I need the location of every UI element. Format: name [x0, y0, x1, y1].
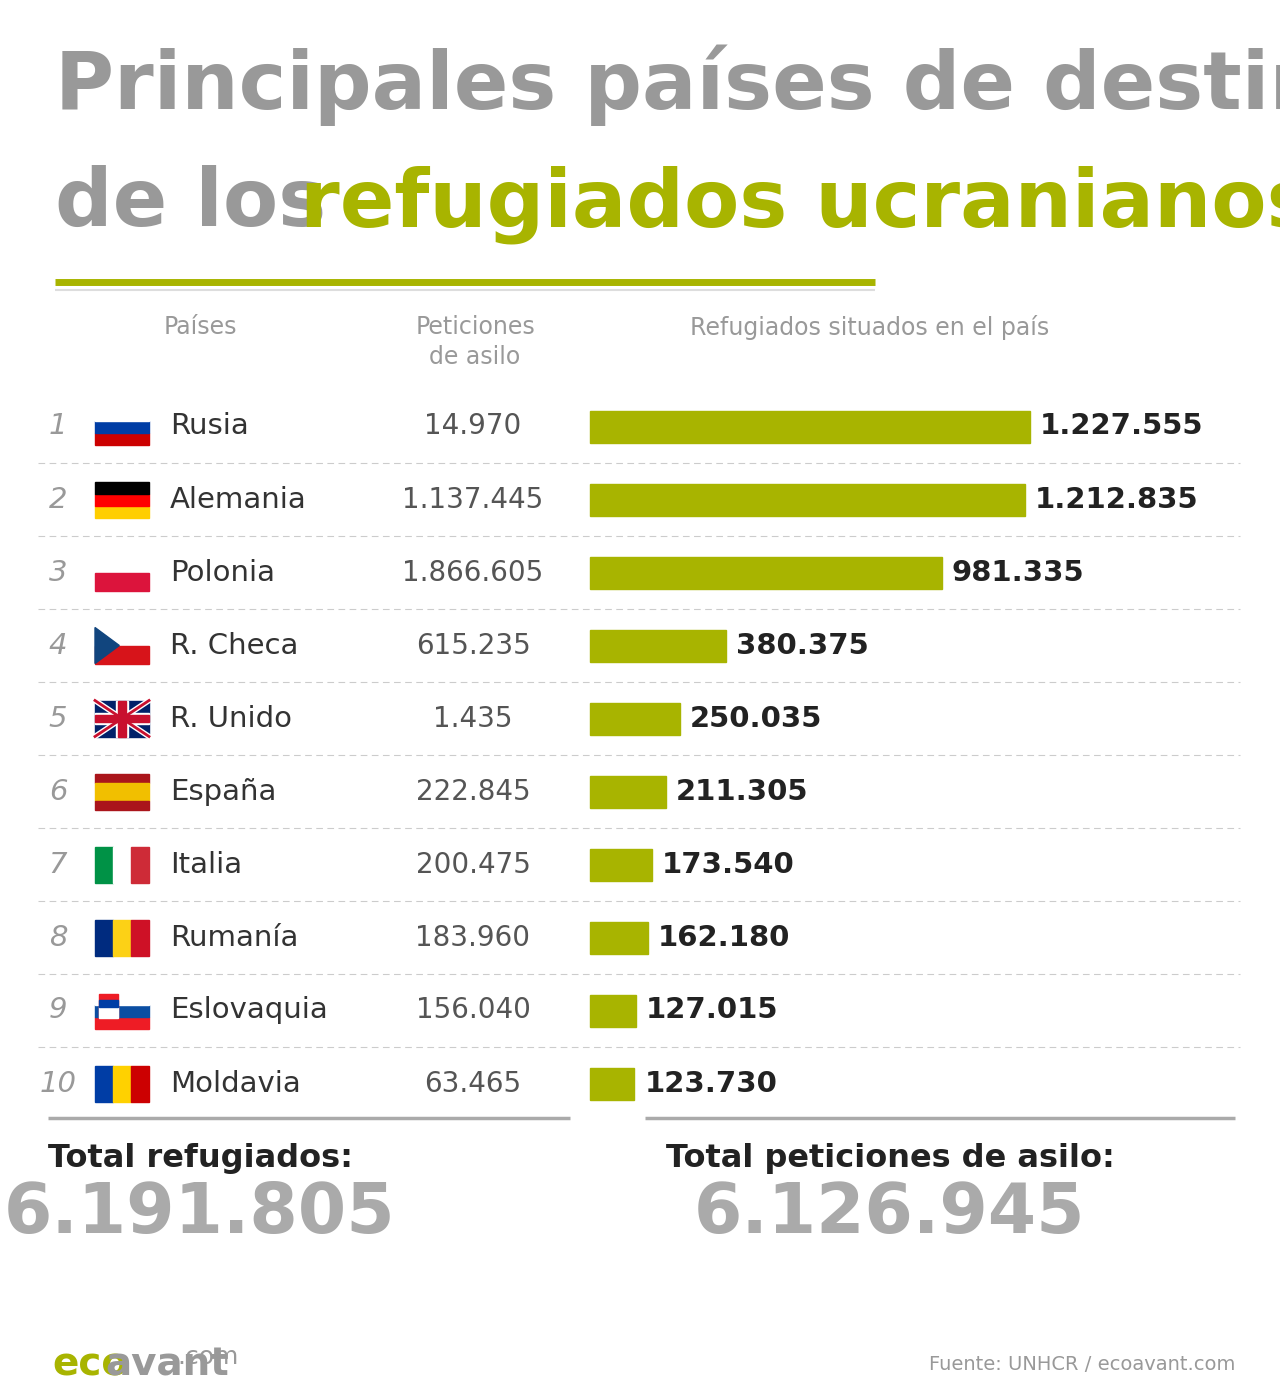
Bar	[131, 1065, 148, 1101]
Bar	[95, 1004, 148, 1017]
Bar	[95, 700, 148, 736]
Bar	[95, 774, 148, 782]
Bar	[590, 994, 636, 1026]
Text: Principales países de destino: Principales países de destino	[55, 44, 1280, 126]
Bar	[95, 714, 148, 723]
Text: 6: 6	[49, 778, 68, 806]
Text: 2: 2	[49, 485, 68, 513]
Bar	[95, 409, 148, 420]
Bar	[95, 645, 148, 663]
Bar	[95, 494, 148, 505]
Bar	[100, 994, 118, 1018]
Text: R. Unido: R. Unido	[170, 705, 292, 732]
Bar	[113, 920, 131, 956]
Text: 8: 8	[49, 924, 68, 951]
Text: Peticiones
de asilo: Peticiones de asilo	[415, 315, 535, 369]
Text: Total peticiones de asilo:: Total peticiones de asilo:	[666, 1143, 1115, 1173]
Text: .com: .com	[177, 1345, 238, 1369]
Bar	[95, 420, 148, 433]
Bar	[590, 630, 726, 662]
Polygon shape	[95, 627, 119, 663]
Bar	[95, 627, 148, 645]
Bar	[95, 505, 148, 517]
Text: R. Checa: R. Checa	[170, 631, 298, 659]
Text: 156.040: 156.040	[416, 996, 530, 1025]
Text: avant: avant	[105, 1345, 229, 1383]
Text: 615.235: 615.235	[416, 631, 530, 659]
Text: Refugiados situados en el país: Refugiados situados en el país	[690, 315, 1050, 340]
Bar	[95, 1017, 148, 1029]
Bar	[131, 846, 148, 882]
Text: 211.305: 211.305	[676, 778, 808, 806]
Bar	[590, 921, 648, 953]
Bar	[100, 1000, 118, 1007]
Bar	[590, 1068, 635, 1100]
Bar	[95, 782, 148, 800]
Text: 1.435: 1.435	[433, 705, 513, 732]
Text: Eslovaquia: Eslovaquia	[170, 996, 328, 1025]
Text: Fuente: UNHCR / ecoavant.com: Fuente: UNHCR / ecoavant.com	[928, 1355, 1235, 1375]
Bar	[95, 993, 148, 1004]
Text: Alemania: Alemania	[170, 485, 307, 513]
Bar	[590, 484, 1025, 516]
Text: 3: 3	[49, 559, 68, 587]
Bar	[95, 920, 113, 956]
Text: 5: 5	[49, 705, 68, 732]
Text: 9: 9	[49, 996, 68, 1025]
Text: Italia: Italia	[170, 850, 242, 878]
Text: 222.845: 222.845	[416, 778, 530, 806]
Text: 127.015: 127.015	[645, 996, 778, 1025]
Text: 1.227.555: 1.227.555	[1039, 412, 1203, 441]
Bar	[95, 713, 148, 724]
Text: 250.035: 250.035	[690, 705, 822, 732]
Text: 123.730: 123.730	[644, 1069, 777, 1097]
Text: 6.191.805: 6.191.805	[4, 1180, 396, 1247]
Bar	[95, 573, 148, 591]
Bar	[590, 702, 680, 735]
Bar	[131, 920, 148, 956]
Text: 981.335: 981.335	[952, 559, 1084, 587]
Text: refugiados ucranianos: refugiados ucranianos	[300, 165, 1280, 244]
Bar	[590, 775, 666, 807]
Text: 380.375: 380.375	[736, 631, 869, 659]
Text: Países: Países	[164, 315, 237, 338]
Bar	[100, 1007, 118, 1018]
Text: 1.212.835: 1.212.835	[1034, 485, 1198, 513]
Bar	[115, 700, 128, 736]
Text: 4: 4	[49, 631, 68, 659]
Text: de los: de los	[55, 165, 355, 243]
Text: 1: 1	[49, 412, 68, 441]
Text: 10: 10	[40, 1069, 77, 1097]
Text: 162.180: 162.180	[658, 924, 791, 951]
Text: 183.960: 183.960	[416, 924, 530, 951]
Text: eco: eco	[52, 1345, 128, 1383]
Bar	[118, 700, 127, 736]
Bar	[590, 556, 942, 588]
Bar	[95, 433, 148, 444]
Bar	[95, 555, 148, 573]
Text: Polonia: Polonia	[170, 559, 275, 587]
Text: 7: 7	[49, 850, 68, 878]
Text: 1.137.445: 1.137.445	[402, 485, 544, 513]
Text: 1.866.605: 1.866.605	[402, 559, 544, 587]
Bar	[113, 846, 131, 882]
Bar	[95, 846, 113, 882]
Bar	[590, 849, 653, 881]
Text: Rusia: Rusia	[170, 412, 248, 441]
Bar	[113, 1065, 131, 1101]
Bar	[95, 1065, 113, 1101]
Text: Total refugiados:: Total refugiados:	[47, 1143, 352, 1173]
Bar	[590, 411, 1030, 442]
Text: 14.970: 14.970	[425, 412, 522, 441]
Text: Moldavia: Moldavia	[170, 1069, 301, 1097]
Bar	[95, 481, 148, 494]
Text: España: España	[170, 778, 276, 806]
Text: 200.475: 200.475	[416, 850, 530, 878]
Text: Rumanía: Rumanía	[170, 924, 298, 951]
Text: 6.126.945: 6.126.945	[694, 1180, 1085, 1247]
Bar	[95, 800, 148, 810]
Text: 173.540: 173.540	[662, 850, 795, 878]
Text: 63.465: 63.465	[425, 1069, 521, 1097]
